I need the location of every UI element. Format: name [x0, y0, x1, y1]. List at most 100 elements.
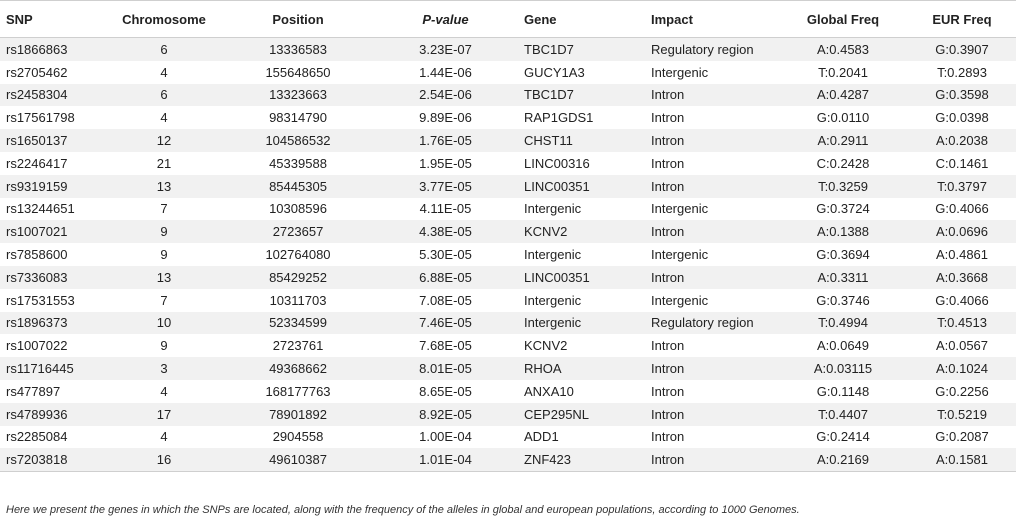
cell-impact: Intron: [651, 155, 685, 171]
cell-global-freq: G:0.1148: [816, 383, 870, 399]
cell-gene: Intergenic: [518, 311, 645, 335]
cell-impact: Intron: [651, 110, 685, 126]
cell-position: 168177763: [265, 383, 331, 399]
cell-chromosome: 13: [105, 174, 223, 198]
cell-position: 98314790: [269, 110, 327, 126]
cell-p-value: 1.76E-05: [373, 129, 518, 152]
cell-snp: rs17531553: [6, 292, 75, 308]
cell-p-value: 1.44E-06: [419, 64, 472, 80]
cell-position: 45339588: [269, 155, 327, 171]
cell-impact: Intron: [645, 357, 778, 380]
cell-p-value: 1.00E-04: [419, 429, 472, 445]
cell-impact: Intron: [645, 448, 778, 473]
header-chromosome: Chromosome: [105, 0, 223, 38]
table-body: rs1866863 6 13336583 3.23E-07 TBC1D7 Regulato…: [0, 37, 1016, 473]
cell-p-value: 6.88E-05: [373, 265, 518, 289]
cell-p-value: 7.46E-05: [373, 311, 518, 335]
cell-global-freq: G:0.3746: [816, 292, 870, 308]
cell-position: 78901892: [223, 402, 373, 426]
cell-gene: Intergenic: [524, 201, 582, 217]
cell-snp: rs9319159: [0, 174, 105, 198]
table-row: rs2458304 6 13323663 2.54E-06 TBC1D7 Intron A:…: [0, 83, 1016, 107]
cell-global-freq: A:0.4287: [778, 83, 908, 107]
cell-position: 104586532: [223, 129, 373, 152]
table-row: rs4789936 17 78901892 8.92E-05 CEP295NL Intro…: [0, 402, 1016, 426]
cell-position: 85445305: [223, 174, 373, 198]
cell-snp: rs1007022: [6, 338, 68, 354]
cell-eur-freq: G:0.2256: [935, 383, 989, 399]
table-footnote: Here we present the genes in which the S…: [6, 504, 800, 516]
table-row: rs7858600 9 102764080 5.30E-05 Intergenic Int…: [0, 243, 1016, 266]
cell-global-freq: A:0.03115: [778, 357, 908, 380]
cell-gene: RHOA: [518, 357, 645, 380]
cell-gene: LINC00351: [518, 174, 645, 198]
cell-gene: ANXA10: [524, 383, 574, 399]
cell-gene: CHST11: [518, 129, 645, 152]
cell-chromosome: 3: [105, 357, 223, 380]
cell-chromosome: 6: [105, 37, 223, 61]
header-snp: SNP: [0, 0, 105, 38]
cell-eur-freq: A:0.0567: [935, 338, 989, 354]
cell-global-freq: A:0.3311: [778, 265, 908, 289]
cell-gene: LINC00316: [524, 155, 590, 171]
cell-gene: LINC00351: [518, 265, 645, 289]
cell-impact: Regulatory region: [645, 37, 778, 61]
cell-eur-freq: T:0.4513: [908, 311, 1016, 335]
cell-eur-freq: G:0.0398: [935, 110, 989, 126]
cell-impact: Intergenic: [651, 292, 709, 308]
cell-snp: rs1896373: [0, 311, 105, 335]
cell-impact: Intron: [651, 429, 685, 445]
cell-impact: Intron: [645, 220, 778, 244]
cell-p-value: 1.95E-05: [419, 155, 472, 171]
cell-snp: rs2458304: [0, 83, 105, 107]
cell-position: 52334599: [223, 311, 373, 335]
cell-impact: Intron: [645, 174, 778, 198]
cell-chromosome: 7: [160, 292, 168, 308]
table-row: rs1007022 9 2723761 7.68E-05 KCNV2 Intron A:0.…: [0, 334, 1016, 357]
cell-eur-freq: A:0.0696: [908, 220, 1016, 244]
cell-p-value: 4.38E-05: [373, 220, 518, 244]
cell-impact: Intron: [645, 129, 778, 152]
cell-eur-freq: A:0.4861: [935, 247, 989, 263]
cell-gene: ZNF423: [518, 448, 645, 473]
cell-snp: rs4789936: [0, 402, 105, 426]
cell-global-freq: A:0.1388: [778, 220, 908, 244]
cell-snp: rs7203818: [0, 448, 105, 473]
table-row: rs2705462 4 155648650 1.44E-06 GUCY1A3 Interg…: [0, 61, 1016, 84]
cell-position: 10311703: [269, 292, 327, 308]
cell-chromosome: 4: [160, 383, 168, 399]
cell-chromosome: 4: [160, 110, 168, 126]
cell-snp: rs2705462: [6, 64, 68, 80]
cell-snp: rs11716445: [0, 357, 105, 380]
cell-p-value: 7.08E-05: [419, 292, 472, 308]
cell-p-value: 4.11E-05: [419, 201, 472, 217]
cell-chromosome: 9: [105, 220, 223, 244]
cell-global-freq: G:0.0110: [816, 110, 870, 126]
cell-position: 49610387: [223, 448, 373, 473]
cell-gene: Intergenic: [524, 292, 582, 308]
cell-gene: TBC1D7: [518, 83, 645, 107]
cell-global-freq: A:0.2169: [778, 448, 908, 473]
cell-chromosome: 17: [105, 402, 223, 426]
cell-chromosome: 12: [105, 129, 223, 152]
cell-eur-freq: A:0.1581: [908, 448, 1016, 473]
table-row: rs7336083 13 85429252 6.88E-05 LINC00351 Intr…: [0, 265, 1016, 289]
snp-table: SNP Chromosome Position P-value Gene Imp…: [0, 0, 1016, 473]
cell-impact: Intron: [645, 265, 778, 289]
cell-global-freq: T:0.3259: [778, 174, 908, 198]
table-row: rs1650137 12 104586532 1.76E-05 CHST11 Intron…: [0, 129, 1016, 152]
cell-global-freq: A:0.0649: [816, 338, 870, 354]
table-row: rs7203818 16 49610387 1.01E-04 ZNF423 Intron A…: [0, 448, 1016, 473]
cell-global-freq: G:0.2414: [816, 429, 870, 445]
cell-gene: KCNV2: [518, 220, 645, 244]
cell-impact: Intron: [645, 83, 778, 107]
cell-eur-freq: T:0.5219: [908, 402, 1016, 426]
cell-chromosome: 4: [160, 429, 168, 445]
header-eur-freq: EUR Freq: [908, 0, 1016, 38]
cell-p-value: 5.30E-05: [419, 247, 472, 263]
cell-chromosome: 16: [105, 448, 223, 473]
table-row: rs1866863 6 13336583 3.23E-07 TBC1D7 Regulato…: [0, 37, 1016, 61]
table-row: rs17531553 7 10311703 7.08E-05 Intergenic Int…: [0, 289, 1016, 312]
cell-position: 2723657: [223, 220, 373, 244]
